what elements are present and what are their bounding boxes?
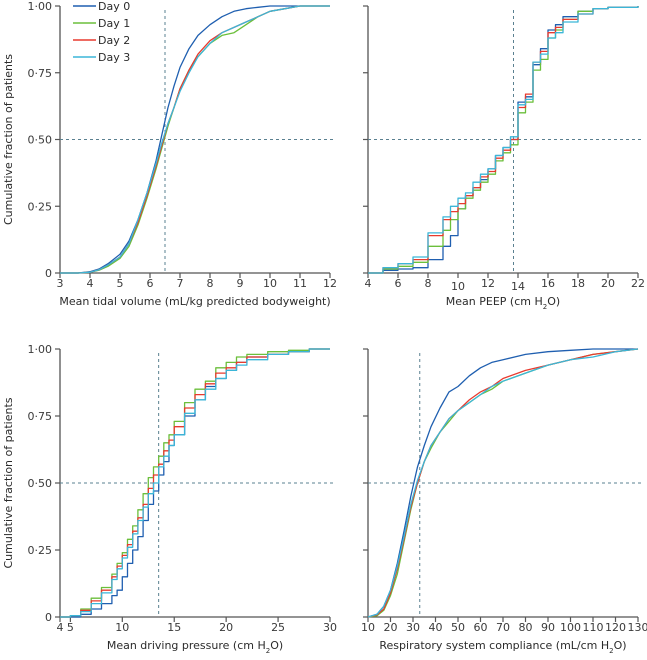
y-tick-label: 0·75: [28, 410, 53, 423]
y-tick-label: 1·00: [28, 0, 53, 13]
x-axis-title: Mean driving pressure (cm H2O): [107, 639, 283, 655]
x-tick-label: 40: [429, 621, 443, 634]
x-tick-label: 7: [177, 277, 184, 290]
x-axis-title-main: Respiratory system compliance (mL/cm H: [379, 639, 609, 652]
x-tick-label: 4: [87, 277, 94, 290]
legend-label: Day 3: [98, 51, 130, 64]
x-tick-label: 25: [271, 621, 285, 634]
x-tick-label: 120: [605, 621, 626, 634]
x-tick-label: 30: [323, 621, 337, 634]
x-tick-label: 20: [219, 621, 233, 634]
x-tick-label: 20: [384, 621, 398, 634]
y-tick-label: 0: [45, 611, 52, 624]
y-tick-label: 0·75: [28, 67, 53, 80]
x-axis-title-main: Mean driving pressure (cm H: [107, 639, 266, 652]
x-axis-title-end: O): [614, 639, 627, 652]
series-line-day-3: [60, 5, 330, 274]
y-tick-label: 0: [45, 267, 52, 280]
series-line-day-0: [60, 5, 330, 274]
y-tick-label: 0·50: [28, 477, 53, 490]
x-tick-label: 4: [365, 277, 372, 290]
x-tick-label: 10: [263, 277, 277, 290]
x-tick-label: 3: [57, 277, 64, 290]
y-tick-label: 1·00: [28, 343, 53, 356]
y-tick-label: 0·25: [28, 200, 53, 213]
x-tick-label: 5: [117, 277, 124, 290]
series-line-day-3: [60, 348, 330, 618]
x-tick-label: 22: [631, 277, 645, 290]
x-tick-label: 15: [167, 621, 181, 634]
x-tick-label: 60: [474, 621, 488, 634]
x-axis-title-subscript: 2: [543, 303, 547, 311]
x-tick-label: 10: [361, 621, 375, 634]
x-tick-label: 30: [406, 621, 420, 634]
x-tick-label: 5: [67, 621, 74, 634]
x-tick-label: 100: [560, 621, 581, 634]
x-tick-label: 20: [601, 277, 615, 290]
x-tick-label: 18: [571, 277, 585, 290]
x-tick-label: 6: [147, 277, 154, 290]
x-tick-label: 10: [451, 280, 465, 293]
x-tick-label: 70: [496, 621, 510, 634]
y-tick-label: 0·50: [28, 134, 53, 147]
legend-label: Day 2: [98, 34, 130, 47]
x-tick-label: 130: [628, 621, 647, 634]
x-tick-label: 90: [541, 621, 555, 634]
series-line-day-3: [368, 6, 639, 274]
x-axis-title-main: Mean PEEP (cm H: [446, 295, 543, 308]
x-tick-label: 12: [323, 277, 337, 290]
x-axis-title-subscript: 2: [266, 647, 270, 655]
x-tick-label: 8: [207, 277, 214, 290]
series-line-day-3: [367, 348, 639, 618]
y-axis-title: Cumulative fraction of patients: [2, 397, 15, 568]
x-tick-label: 8: [425, 277, 432, 290]
x-axis-title: Respiratory system compliance (mL/cm H2O…: [379, 639, 626, 655]
y-axis-title: Cumulative fraction of patients: [2, 54, 15, 225]
x-tick-label: 50: [451, 621, 465, 634]
x-axis-title-subscript: 2: [609, 647, 613, 655]
x-tick-label: 4: [57, 621, 64, 634]
x-axis-title: Mean tidal volume (mL/kg predicted bodyw…: [59, 295, 330, 308]
x-tick-label: 12: [481, 277, 495, 290]
x-tick-label: 11: [293, 277, 307, 290]
y-tick-label: 0·25: [28, 544, 53, 557]
x-tick-label: 6: [395, 277, 402, 290]
x-axis-title-end: O): [547, 295, 560, 308]
legend-label: Day 1: [98, 17, 130, 30]
x-tick-label: 16: [541, 277, 555, 290]
x-tick-label: 14: [511, 280, 525, 293]
x-tick-label: 110: [583, 621, 604, 634]
x-tick-label: 9: [237, 277, 244, 290]
legend-label: Day 0: [98, 0, 130, 13]
x-axis-title: Mean PEEP (cm H2O): [446, 295, 560, 311]
x-tick-label: 10: [115, 621, 129, 634]
x-axis-title-end: O): [270, 639, 283, 652]
x-tick-label: 80: [519, 621, 533, 634]
